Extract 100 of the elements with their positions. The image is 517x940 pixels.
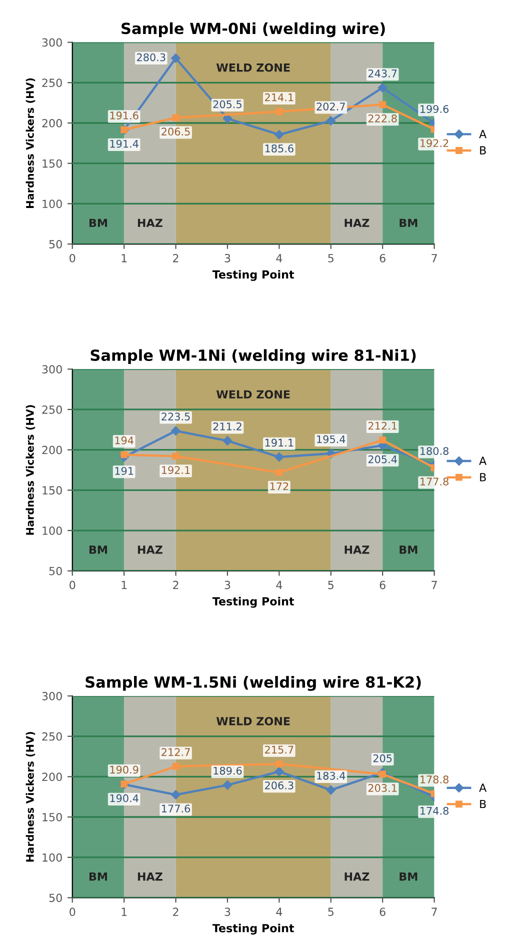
point [171,790,180,800]
legend-label: B [480,473,486,482]
data-label: 214.1 [265,93,294,102]
data-label: 280.3 [137,53,166,62]
x-tick-label: 0 [70,580,76,590]
point [379,436,386,444]
legend-label: B [480,800,486,808]
x-axis-title: Testing Point [212,596,294,608]
data-label: 206.5 [162,128,190,136]
x-tick-label: 2 [173,908,178,916]
point [326,785,336,795]
y-tick-label: 100 [42,200,62,208]
x-tick-label: 5 [328,254,334,262]
y-tick-label: 50 [49,894,62,902]
band-label: BM [400,218,418,227]
y-tick-label: 250 [42,78,62,88]
point [276,760,283,768]
x-tick-label: 1 [122,908,127,916]
y-tick-label: 150 [42,486,62,495]
legend-label: A [479,784,487,792]
x-tick-label: 7 [432,580,437,590]
y-tick-label: 50 [49,240,62,248]
point [378,83,388,92]
y-tick-label: 200 [42,118,62,128]
data-label: 206.3 [265,781,294,790]
band-label: HAZ [138,872,162,881]
data-label: 189.6 [214,766,242,775]
data-label: 177.8 [420,478,448,486]
band-label: HAZ [138,218,162,227]
data-label: 215.7 [265,746,294,754]
band-label: HAZ [138,546,162,554]
x-tick-label: 0 [70,254,76,262]
y-axis-title: Hardness Vickers (HV) [26,732,36,862]
legend-label: B [480,146,486,154]
data-label: 191 [115,466,134,475]
legend-label: A [479,130,487,138]
data-label: 180.8 [420,447,448,455]
data-label: 199.6 [420,105,449,113]
point [274,452,284,462]
x-tick-label: 3 [224,254,230,262]
band-label: BM [89,546,107,554]
data-label: 205.4 [368,455,397,464]
x-tick-label: 7 [432,908,437,916]
x-tick-label: 6 [380,254,386,262]
x-tick-label: 4 [276,254,282,262]
data-label: 178.8 [420,776,448,784]
data-label: 243.7 [368,70,397,78]
y-tick-label: 300 [42,365,62,374]
point [171,54,180,63]
x-tick-label: 4 [276,908,282,916]
band-label: WELD ZONE [216,63,290,72]
chart-title: Sample WM-1Ni (welding wire 81-Ni1) [90,349,416,364]
y-tick-label: 150 [42,812,62,822]
chart-title: Sample WM-1.5Ni (welding wire 81-K2) [86,676,421,691]
data-label: 223.5 [162,412,190,421]
point [172,452,180,460]
x-tick-label: 0 [70,908,76,916]
data-label: 191.1 [265,438,294,447]
x-tick-label: 7 [432,254,437,262]
data-label: 192.1 [162,466,190,474]
x-tick-label: 4 [276,580,282,590]
data-label: 212.7 [162,748,190,756]
data-label: 195.4 [317,435,346,444]
data-label: 211.2 [213,422,242,430]
data-label: 222.8 [368,114,397,122]
band-label: BM [400,872,418,881]
x-tick-label: 1 [122,254,127,262]
point [172,114,180,122]
point [171,426,180,436]
point [379,770,386,778]
point [276,468,283,476]
y-tick-label: 150 [42,159,62,168]
data-label: 191.6 [110,112,138,120]
y-tick-label: 300 [42,692,62,700]
point [276,108,283,116]
band-label: HAZ [344,872,370,881]
chart-title: Sample WM-0Ni (welding wire) [122,22,385,38]
y-tick-label: 300 [42,38,62,47]
point [379,101,386,108]
data-label: 212.1 [368,422,397,430]
point [274,130,284,140]
band-label: HAZ [344,546,370,554]
y-tick-label: 250 [42,405,62,414]
data-label: 185.6 [265,144,294,152]
point [326,116,336,126]
data-label: 192.2 [420,139,448,148]
point [120,451,128,458]
data-label: 190.9 [110,766,138,774]
x-tick-label: 5 [328,908,334,916]
x-tick-label: 2 [173,580,178,590]
point [274,766,284,776]
x-axis-title: Testing Point [212,924,294,935]
legend-label: A [479,456,487,465]
band-label: HAZ [344,218,370,227]
x-tick-label: 3 [224,908,230,916]
point [172,762,180,770]
x-axis-title: Testing Point [212,270,294,281]
y-tick-label: 100 [42,853,62,862]
x-tick-label: 2 [173,254,178,262]
band-label: WELD ZONE [216,717,290,726]
